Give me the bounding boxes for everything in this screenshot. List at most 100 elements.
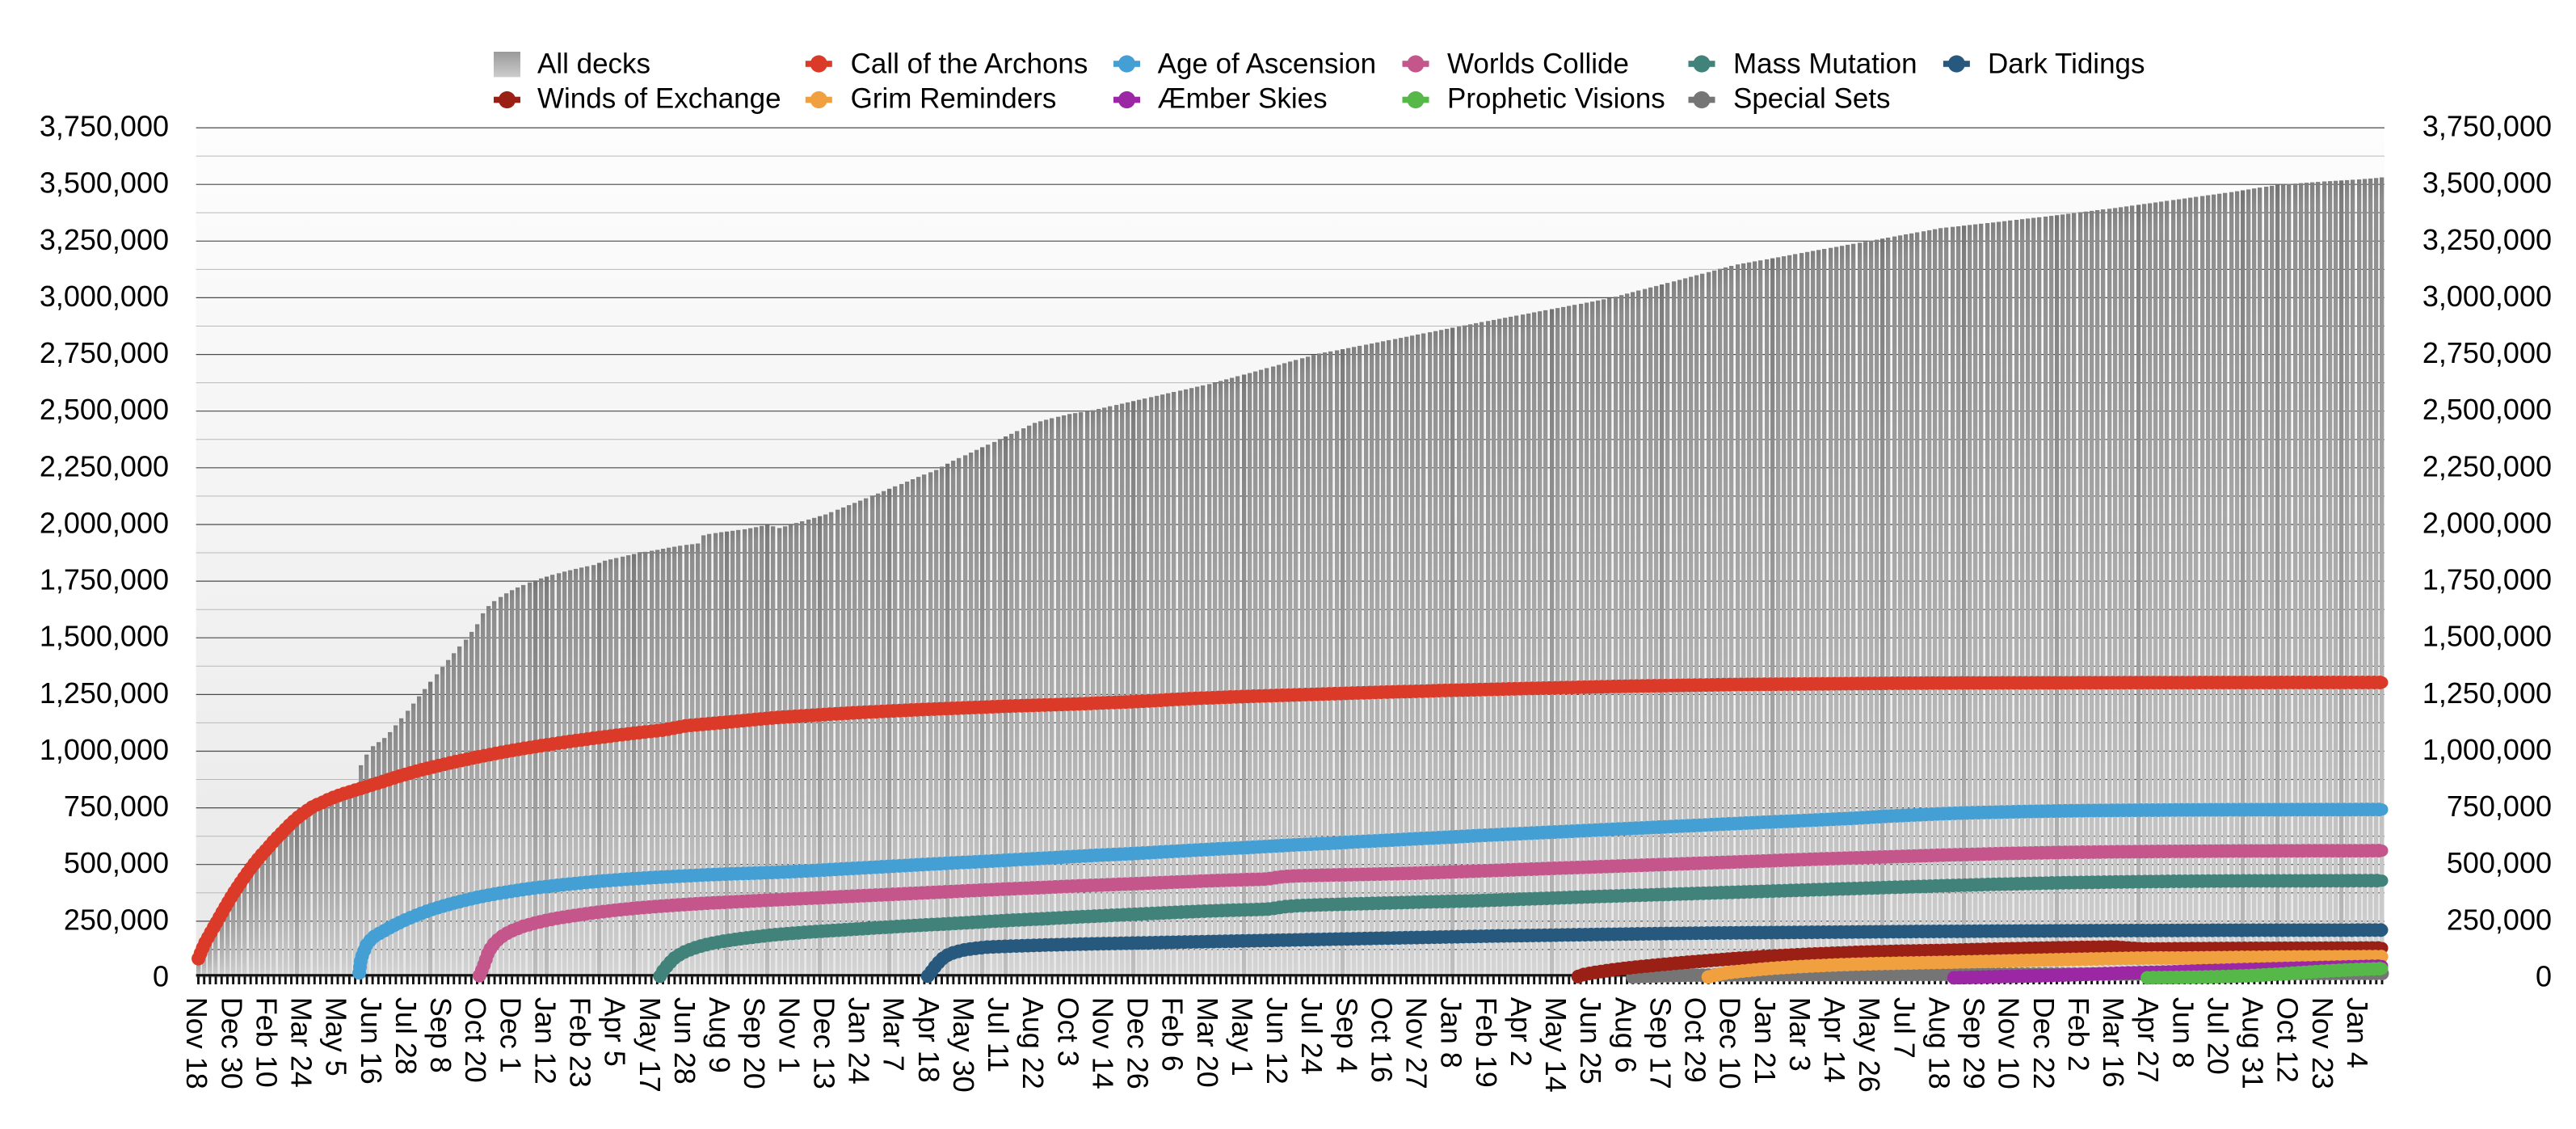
svg-text:0: 0 bbox=[2536, 960, 2552, 993]
svg-text:Jun 25: Jun 25 bbox=[1574, 997, 1607, 1085]
svg-text:Apr 2: Apr 2 bbox=[1505, 997, 1538, 1067]
svg-text:Dark Tidings: Dark Tidings bbox=[1988, 48, 2145, 80]
svg-text:Jan 24: Jan 24 bbox=[843, 997, 876, 1085]
svg-text:Jul 24: Jul 24 bbox=[1295, 997, 1328, 1075]
svg-text:2,750,000: 2,750,000 bbox=[2422, 336, 2552, 369]
svg-text:Worlds Collide: Worlds Collide bbox=[1447, 48, 1629, 80]
svg-text:Prophetic Visions: Prophetic Visions bbox=[1447, 83, 1665, 115]
svg-text:Aug 9: Aug 9 bbox=[703, 997, 736, 1073]
svg-text:Jan 21: Jan 21 bbox=[1749, 997, 1782, 1085]
svg-text:250,000: 250,000 bbox=[64, 903, 169, 936]
svg-text:Apr 27: Apr 27 bbox=[2132, 997, 2165, 1083]
svg-text:Special Sets: Special Sets bbox=[1733, 83, 1891, 115]
svg-text:Aug 31: Aug 31 bbox=[2237, 997, 2270, 1089]
svg-text:All decks: All decks bbox=[537, 48, 650, 80]
svg-text:Mar 20: Mar 20 bbox=[1191, 997, 1224, 1088]
svg-text:Feb 2: Feb 2 bbox=[2062, 997, 2095, 1072]
svg-text:Oct 20: Oct 20 bbox=[459, 997, 492, 1083]
svg-text:Mar 7: Mar 7 bbox=[878, 997, 911, 1072]
svg-text:May 17: May 17 bbox=[633, 997, 667, 1093]
svg-text:1,250,000: 1,250,000 bbox=[2422, 676, 2552, 710]
svg-text:Nov 27: Nov 27 bbox=[1400, 997, 1433, 1089]
svg-text:Feb 19: Feb 19 bbox=[1470, 997, 1503, 1088]
svg-text:3,000,000: 3,000,000 bbox=[40, 280, 169, 313]
svg-text:1,250,000: 1,250,000 bbox=[40, 676, 169, 710]
svg-text:Jul 28: Jul 28 bbox=[389, 997, 423, 1075]
svg-text:3,500,000: 3,500,000 bbox=[40, 166, 169, 200]
svg-text:Sep 4: Sep 4 bbox=[1330, 997, 1363, 1073]
svg-text:Feb 10: Feb 10 bbox=[250, 997, 283, 1088]
svg-text:500,000: 500,000 bbox=[64, 846, 169, 879]
svg-text:1,000,000: 1,000,000 bbox=[2422, 733, 2552, 766]
svg-text:Dec 30: Dec 30 bbox=[215, 997, 248, 1089]
svg-text:Dec 1: Dec 1 bbox=[494, 997, 527, 1073]
svg-text:Grim Reminders: Grim Reminders bbox=[851, 83, 1057, 115]
svg-text:Jun 28: Jun 28 bbox=[668, 997, 701, 1085]
svg-text:Feb 23: Feb 23 bbox=[564, 997, 597, 1088]
svg-text:Aug 22: Aug 22 bbox=[1017, 997, 1050, 1089]
svg-text:Oct 3: Oct 3 bbox=[1051, 997, 1084, 1067]
svg-text:Oct 12: Oct 12 bbox=[2271, 997, 2305, 1083]
svg-text:1,750,000: 1,750,000 bbox=[40, 563, 169, 596]
svg-text:Mar 16: Mar 16 bbox=[2097, 997, 2130, 1088]
svg-text:Jan 8: Jan 8 bbox=[1435, 997, 1468, 1068]
svg-text:1,000,000: 1,000,000 bbox=[40, 733, 169, 766]
svg-text:250,000: 250,000 bbox=[2447, 903, 2552, 936]
svg-text:Jun 16: Jun 16 bbox=[355, 997, 388, 1085]
svg-text:2,750,000: 2,750,000 bbox=[40, 336, 169, 369]
svg-text:Jan 4: Jan 4 bbox=[2341, 997, 2374, 1068]
svg-text:500,000: 500,000 bbox=[2447, 846, 2552, 879]
svg-text:3,000,000: 3,000,000 bbox=[2422, 280, 2552, 313]
svg-text:Apr 14: Apr 14 bbox=[1818, 997, 1851, 1083]
svg-text:1,500,000: 1,500,000 bbox=[2422, 620, 2552, 653]
svg-text:May 30: May 30 bbox=[947, 997, 980, 1093]
svg-text:Winds of Exchange: Winds of Exchange bbox=[537, 83, 781, 115]
svg-text:750,000: 750,000 bbox=[64, 790, 169, 823]
svg-text:Dec 13: Dec 13 bbox=[808, 997, 841, 1089]
svg-text:2,000,000: 2,000,000 bbox=[2422, 507, 2552, 540]
svg-text:May 26: May 26 bbox=[1853, 997, 1886, 1093]
svg-text:750,000: 750,000 bbox=[2447, 790, 2552, 823]
svg-text:3,250,000: 3,250,000 bbox=[40, 223, 169, 256]
svg-text:Jan 12: Jan 12 bbox=[529, 997, 562, 1085]
svg-text:Age of Ascension: Age of Ascension bbox=[1158, 48, 1376, 80]
svg-text:Nov 18: Nov 18 bbox=[180, 997, 213, 1089]
svg-text:3,500,000: 3,500,000 bbox=[2422, 166, 2552, 200]
svg-text:Nov 23: Nov 23 bbox=[2306, 997, 2339, 1089]
svg-text:Æmber Skies: Æmber Skies bbox=[1158, 83, 1328, 115]
svg-text:Aug 6: Aug 6 bbox=[1609, 997, 1642, 1073]
svg-text:May 1: May 1 bbox=[1226, 997, 1259, 1076]
svg-text:Jul 11: Jul 11 bbox=[982, 997, 1015, 1072]
svg-text:Dec 26: Dec 26 bbox=[1122, 997, 1155, 1089]
svg-text:May 5: May 5 bbox=[320, 997, 353, 1076]
svg-text:Mass Mutation: Mass Mutation bbox=[1733, 48, 1917, 80]
svg-text:May 14: May 14 bbox=[1539, 997, 1572, 1093]
svg-text:2,250,000: 2,250,000 bbox=[40, 449, 169, 482]
svg-text:Jul 20: Jul 20 bbox=[2201, 997, 2234, 1075]
svg-text:Sep 8: Sep 8 bbox=[424, 997, 457, 1073]
svg-text:Nov 1: Nov 1 bbox=[772, 997, 806, 1073]
svg-text:Sep 29: Sep 29 bbox=[1958, 997, 1991, 1089]
svg-text:0: 0 bbox=[153, 960, 169, 993]
svg-text:Dec 22: Dec 22 bbox=[2027, 997, 2060, 1089]
svg-text:Sep 20: Sep 20 bbox=[738, 997, 771, 1089]
svg-text:Jun 12: Jun 12 bbox=[1261, 997, 1294, 1085]
svg-text:2,000,000: 2,000,000 bbox=[40, 507, 169, 540]
svg-text:3,750,000: 3,750,000 bbox=[40, 110, 169, 143]
svg-text:Nov 10: Nov 10 bbox=[1993, 997, 2026, 1089]
svg-text:Jun 8: Jun 8 bbox=[2166, 997, 2199, 1068]
svg-text:Sep 17: Sep 17 bbox=[1644, 997, 1677, 1089]
svg-text:Mar 24: Mar 24 bbox=[285, 997, 318, 1088]
svg-text:2,500,000: 2,500,000 bbox=[40, 393, 169, 426]
svg-text:1,750,000: 1,750,000 bbox=[2422, 563, 2552, 596]
svg-text:Apr 18: Apr 18 bbox=[912, 997, 945, 1083]
svg-text:2,250,000: 2,250,000 bbox=[2422, 449, 2552, 482]
svg-text:Oct 29: Oct 29 bbox=[1679, 997, 1712, 1083]
svg-text:2,500,000: 2,500,000 bbox=[2422, 393, 2552, 426]
svg-text:Mar 3: Mar 3 bbox=[1783, 997, 1816, 1072]
svg-text:Dec 10: Dec 10 bbox=[1714, 997, 1747, 1089]
svg-text:Feb 6: Feb 6 bbox=[1156, 997, 1189, 1072]
svg-text:Call of the Archons: Call of the Archons bbox=[851, 48, 1088, 80]
svg-text:3,750,000: 3,750,000 bbox=[2422, 110, 2552, 143]
svg-text:Oct 16: Oct 16 bbox=[1366, 997, 1399, 1083]
